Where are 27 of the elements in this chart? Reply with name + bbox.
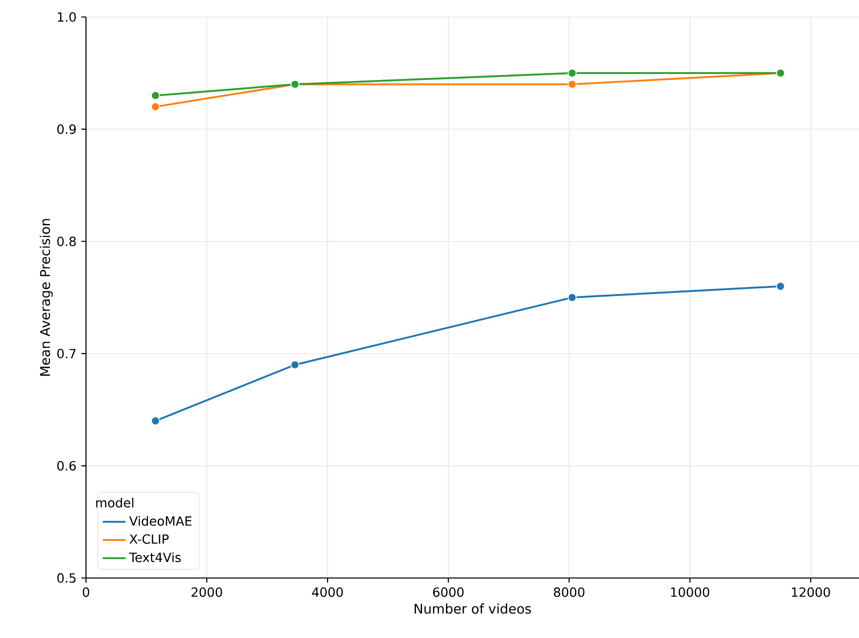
legend-label: X-CLIP [130,534,169,544]
point [290,360,300,370]
point [151,416,160,426]
x-tick-label: 2000 [192,587,222,597]
y-tick-label: 0.6 [57,460,76,471]
y-tick-label: 0.8 [57,236,76,246]
legend-label: Text4Vis [129,552,181,562]
x-tick-label: 8000 [554,587,584,597]
x-axis-title: Number of videos [414,603,531,614]
y-tick-label: 1.0 [58,12,76,22]
legend-label: VideoMAE [129,516,192,526]
point [151,91,160,100]
x-tick-label: 6000 [433,587,464,597]
point [568,68,577,78]
y-axis-title: Mean Average Precision [40,219,53,376]
x-tick-label: 0 [82,587,90,597]
legend-title: model [96,498,134,508]
y-tick-label: 0.5 [57,573,76,583]
y-tick-label: 0.9 [57,124,76,134]
point [151,102,160,112]
x-tick-label: 10000 [671,587,710,597]
x-tick-label: 4000 [312,587,343,597]
y-tick-label: 0.7 [57,348,76,358]
point [776,282,785,291]
point [568,80,577,89]
point [568,293,577,302]
x-tick-label: 12000 [792,587,830,597]
